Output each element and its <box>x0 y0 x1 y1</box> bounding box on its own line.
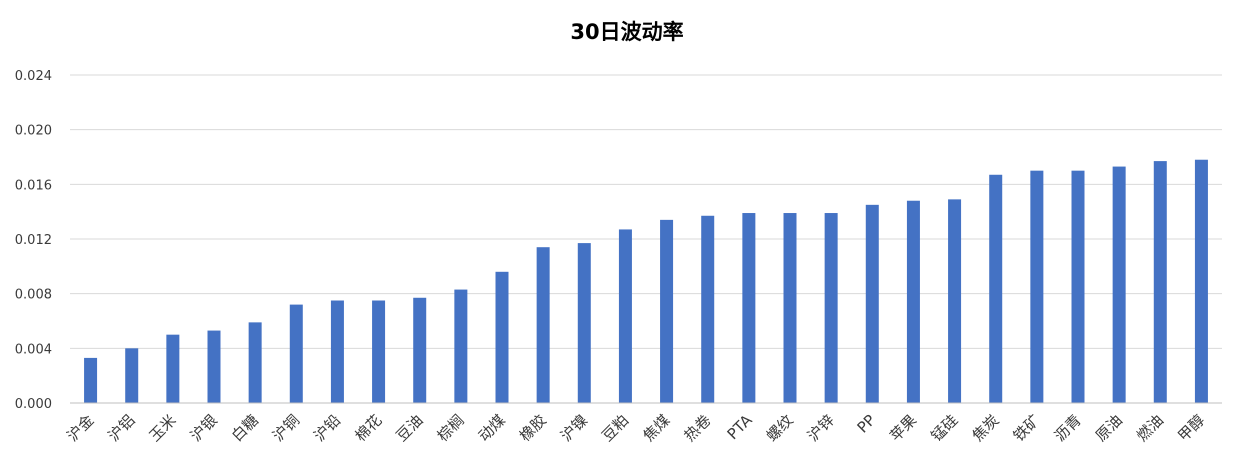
bar <box>1030 170 1044 403</box>
x-tick-label: 铁矿 <box>1010 411 1044 445</box>
x-tick-label: 沪锌 <box>804 411 838 445</box>
bar <box>166 334 180 403</box>
x-tick-label: 热卷 <box>681 411 715 445</box>
bar <box>824 213 838 403</box>
bar <box>1112 166 1126 403</box>
bar <box>577 243 591 403</box>
x-tick-label: 原油 <box>1092 411 1126 445</box>
x-tick-label: PP <box>854 411 880 437</box>
x-tick-label: 苹果 <box>886 411 920 445</box>
y-tick-label: 0.016 <box>15 178 52 193</box>
gridlines <box>70 74 1222 349</box>
x-tick-label: 焦炭 <box>969 411 1003 445</box>
x-tick-label: 燃油 <box>1133 411 1167 445</box>
bar <box>454 289 468 403</box>
bar <box>248 322 262 403</box>
bars <box>84 159 1208 403</box>
x-tick-label: 橡胶 <box>516 411 550 445</box>
x-tick-label: 沪银 <box>187 411 221 445</box>
x-axis-ticks: 沪金 沪铝 玉米 沪银 白糖 沪铜 沪铅 棉花 豆油 棕榈 动煤 橡胶 沪镍 豆粕 焦煤 热卷 PTA 螺纹 沪锌 P… <box>63 411 1208 445</box>
y-tick-label: 0.008 <box>15 288 52 303</box>
x-tick-label: 焦煤 <box>639 411 673 445</box>
x-tick-label: 玉米 <box>146 411 180 445</box>
bar <box>495 271 509 403</box>
bar <box>906 200 920 403</box>
y-axis-ticks: 0.000 0.004 0.008 0.012 0.016 0.020 0.024 <box>15 69 52 412</box>
bar <box>989 174 1003 403</box>
x-tick-label: 沪铅 <box>310 411 344 445</box>
bar <box>618 229 632 403</box>
bar <box>84 357 98 403</box>
bar <box>1071 170 1085 403</box>
bar <box>372 300 386 403</box>
bar <box>125 348 139 403</box>
bar <box>1194 159 1208 403</box>
bar <box>536 247 550 403</box>
bar <box>289 304 303 403</box>
bar <box>948 199 962 403</box>
bar <box>783 213 797 403</box>
y-tick-label: 0.000 <box>15 397 52 412</box>
x-tick-label: 棕榈 <box>434 411 468 445</box>
x-tick-label: 白糖 <box>228 411 262 445</box>
bar <box>207 330 221 403</box>
x-tick-label: 沪铝 <box>105 411 139 445</box>
x-tick-label: 豆粕 <box>598 411 632 445</box>
bar <box>865 204 879 403</box>
bar <box>742 213 756 403</box>
y-tick-label: 0.004 <box>15 342 52 357</box>
y-tick-label: 0.020 <box>15 124 52 139</box>
x-tick-label: 沪金 <box>63 411 97 445</box>
x-tick-label: 螺纹 <box>763 411 797 445</box>
bar <box>660 219 674 403</box>
x-tick-label: 沪铜 <box>269 411 303 445</box>
y-tick-label: 0.024 <box>15 69 52 84</box>
x-tick-label: PTA <box>724 411 757 444</box>
x-tick-label: 沥青 <box>1051 411 1085 445</box>
chart-title: 30日波动率 <box>570 20 683 44</box>
bar <box>413 297 427 403</box>
x-tick-label: 锰硅 <box>927 411 961 445</box>
bar <box>1153 161 1167 403</box>
x-tick-label: 豆油 <box>393 411 427 445</box>
x-tick-label: 棉花 <box>351 411 385 445</box>
x-tick-label: 沪镍 <box>557 411 591 445</box>
x-tick-label: 甲醇 <box>1174 411 1208 445</box>
bar <box>330 300 344 403</box>
bar <box>701 215 715 403</box>
y-tick-label: 0.012 <box>15 233 52 248</box>
x-tick-label: 动煤 <box>475 411 509 445</box>
